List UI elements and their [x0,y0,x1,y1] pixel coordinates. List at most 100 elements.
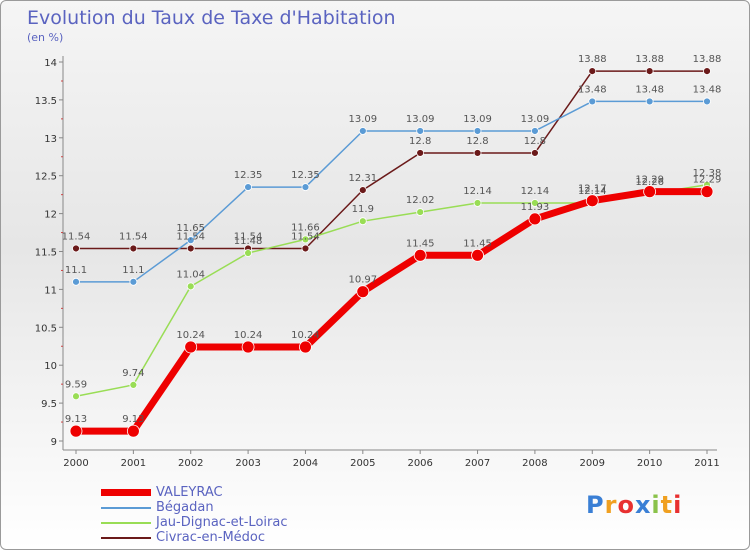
x-tick-label: 2010 [637,458,662,469]
y-tick-label: 13 [44,134,57,145]
y-tick-label: 10.5 [35,323,57,334]
series-line-b-gadan [75,100,708,283]
data-point-valeyrac [528,212,542,226]
data-point-civrac-en-m-doc [301,244,310,253]
data-point-b-gadan [186,236,195,245]
data-label-civrac-en-m-doc: 11.54 [119,231,148,242]
data-point-b-gadan [473,127,482,135]
y-tick-label: 10 [44,361,57,372]
data-label-b-gadan: 11.65 [176,223,205,234]
data-label-civrac-en-m-doc: 12.31 [348,173,377,184]
legend-label: VALEYRAC [156,485,223,500]
y-tick-label: 13.5 [35,96,57,107]
data-label-valeyrac: 12.29 [693,175,722,186]
data-point-valeyrac [471,248,484,262]
data-label-valeyrac: 12.17 [578,184,607,195]
y-tick-label: 9.5 [41,399,57,410]
data-point-civrac-en-m-doc [588,67,597,75]
data-label-civrac-en-m-doc: 12.8 [409,136,431,147]
data-point-b-gadan [645,97,654,106]
data-point-civrac-en-m-doc [72,244,80,253]
data-point-jau-dignac-et-loirac [72,392,80,401]
logo-letter: P [586,491,605,519]
data-label-valeyrac: 12.29 [635,175,664,186]
legend-label: Jau-Dignac-et-Loirac [156,515,288,530]
data-point-jau-dignac-et-loirac [129,381,138,389]
data-label-b-gadan: 13.48 [635,84,664,95]
data-point-jau-dignac-et-loirac [244,249,252,257]
x-tick-label: 2011 [694,458,719,469]
data-point-jau-dignac-et-loirac [416,208,425,216]
data-point-b-gadan [588,97,597,106]
data-label-jau-dignac-et-loirac: 9.59 [65,379,87,390]
data-label-civrac-en-m-doc: 11.54 [234,231,263,242]
logo-letter: x [634,491,652,519]
data-label-valeyrac: 10.24 [176,330,205,341]
data-point-jau-dignac-et-loirac [186,282,195,291]
y-tick-label: 9 [51,437,57,448]
series-line-civrac-en-m-doc [75,70,708,250]
data-label-civrac-en-m-doc: 12.8 [466,136,488,147]
legend-label: Bégadan [156,500,214,515]
x-tick-label: 2002 [178,458,203,469]
logo-letter: o [617,491,635,519]
x-tick-label: 2007 [465,458,490,469]
chart-subtitle: (en %) [27,31,64,44]
data-point-b-gadan [244,183,252,191]
data-label-jau-dignac-et-loirac: 12.26 [635,177,664,188]
data-point-civrac-en-m-doc [473,149,482,157]
legend-swatch [101,507,151,509]
data-point-b-gadan [416,127,425,135]
data-point-civrac-en-m-doc [531,149,539,157]
data-point-valeyrac [126,424,140,438]
data-label-b-gadan: 13.09 [463,114,492,125]
data-point-valeyrac [184,340,198,354]
y-tick-label: 11 [44,285,57,296]
data-point-valeyrac [585,194,599,208]
data-label-valeyrac: 11.93 [521,202,550,213]
data-point-valeyrac [413,248,427,262]
series-line-jau-dignac-et-loirac [75,184,708,398]
chart-title: Evolution du Taux de Taxe d'Habitation [27,7,396,29]
data-label-b-gadan: 13.48 [578,84,607,95]
x-tick-label: 2003 [235,458,260,469]
data-label-b-gadan: 13.09 [348,114,377,125]
data-point-civrac-en-m-doc [416,149,425,157]
data-label-valeyrac: 11.45 [406,238,435,249]
data-point-jau-dignac-et-loirac [358,217,367,226]
data-label-jau-dignac-et-loirac: 11.66 [291,222,320,233]
x-tick-label: 2008 [522,458,547,469]
data-label-b-gadan: 11.1 [65,265,87,276]
data-label-civrac-en-m-doc: 11.54 [62,231,91,242]
data-label-civrac-en-m-doc: 11.54 [176,231,205,242]
data-label-valeyrac: 10.24 [291,330,320,341]
data-label-jau-dignac-et-loirac: 9.74 [122,368,144,379]
logo-letter: r [604,491,618,519]
data-point-civrac-en-m-doc [703,67,711,75]
data-label-valeyrac: 9.13 [65,414,87,425]
data-label-jau-dignac-et-loirac: 12.14 [578,186,607,197]
data-point-jau-dignac-et-loirac [531,199,539,207]
data-point-b-gadan [703,97,711,106]
logo-letter: i [651,491,661,519]
data-point-civrac-en-m-doc [186,244,195,253]
data-point-civrac-en-m-doc [129,244,138,253]
data-point-jau-dignac-et-loirac [301,235,310,244]
data-label-jau-dignac-et-loirac: 11.9 [352,204,374,215]
data-point-valeyrac [700,185,714,199]
data-label-b-gadan: 13.48 [693,84,722,95]
data-point-valeyrac [69,424,83,438]
y-tick-label: 14 [44,58,57,69]
data-point-valeyrac [241,340,255,354]
x-tick-label: 2005 [350,458,375,469]
data-point-valeyrac [356,285,370,299]
data-point-b-gadan [72,277,80,286]
data-point-b-gadan [129,277,138,286]
x-tick-label: 2000 [63,458,88,469]
data-label-jau-dignac-et-loirac: 12.38 [693,168,722,179]
data-label-b-gadan: 13.09 [406,114,435,125]
y-tick-label: 11.5 [35,248,57,259]
data-point-b-gadan [301,183,310,191]
data-label-valeyrac: 9.13 [122,414,144,425]
